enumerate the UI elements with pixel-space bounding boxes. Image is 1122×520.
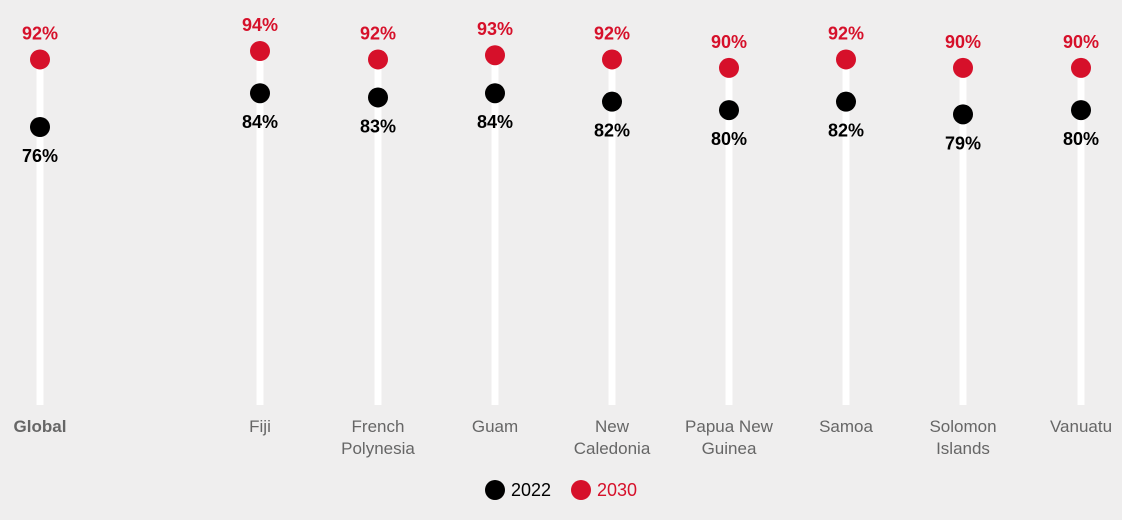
legend-label-2022: 2022 — [510, 479, 551, 500]
stem-6 — [842, 60, 850, 405]
stem-4 — [608, 60, 616, 405]
category-label-2-0: French — [352, 417, 405, 436]
dot-2030-6 — [836, 49, 856, 70]
chart-canvas: 76% 84% 83% 84% 82% 80% 82% 79% 80% 92% 94% 92% 93% 9… — [14, 15, 1112, 458]
category-label-5-1: Guinea — [702, 439, 757, 458]
dot-2030-3 — [485, 45, 505, 66]
value-label-2022-8: 80% — [1063, 129, 1099, 149]
dot-2030-1 — [250, 41, 270, 61]
stem-0 — [36, 60, 44, 405]
value-label-2022-6: 82% — [828, 121, 864, 141]
dot-2022-6 — [836, 91, 856, 112]
category-label-7-0: Solomon — [929, 417, 996, 436]
category-label-7-1: Islands — [936, 439, 990, 458]
category-label-8-0: Vanuatu — [1050, 417, 1112, 436]
category-label-2-1: Polynesia — [341, 439, 415, 458]
dot-2030-5 — [719, 57, 739, 78]
value-label-2030-7: 90% — [945, 32, 981, 52]
stem-8 — [1077, 60, 1085, 405]
category-label-3-0: Guam — [472, 417, 518, 436]
dot-2022-2 — [368, 87, 388, 108]
value-label-2030-2: 92% — [360, 23, 396, 43]
dot-2022-1 — [250, 83, 270, 104]
dot-2030-7 — [953, 57, 973, 78]
dot-2022-7 — [953, 104, 973, 125]
stem-5 — [725, 60, 733, 405]
dot-2030-8 — [1071, 57, 1091, 78]
category-label-4-0: New — [595, 417, 630, 436]
value-label-2022-5: 80% — [711, 129, 747, 149]
dot-2022-0 — [30, 117, 50, 137]
legend-swatch-2030 — [571, 480, 591, 500]
dot-2030-4 — [602, 49, 622, 70]
stem-7 — [959, 60, 967, 405]
value-label-2022-2: 83% — [360, 116, 396, 136]
value-label-2022-7: 79% — [945, 133, 981, 153]
dot-2022-8 — [1071, 100, 1091, 121]
stem-1 — [256, 60, 264, 405]
value-label-2022-4: 82% — [594, 121, 630, 141]
value-label-2030-8: 90% — [1063, 32, 1099, 52]
legend-swatch-2022 — [484, 480, 505, 500]
legend-item-2030: 2030 — [571, 480, 637, 501]
legend-label-2030: 2030 — [597, 479, 638, 500]
legend-item-2022: 2022 — [484, 479, 551, 501]
category-label-5-0: Papua New — [685, 417, 774, 436]
dot-2022-4 — [602, 91, 622, 112]
value-label-2030-5: 90% — [711, 32, 747, 52]
category-label-6-0: Samoa — [819, 417, 873, 436]
dot-2022-3 — [485, 83, 505, 104]
value-label-2022-3: 84% — [477, 112, 513, 132]
category-label-1-0: Fiji — [249, 417, 271, 436]
dot-2030-2 — [368, 49, 388, 70]
value-label-2022-0: 76% — [22, 146, 58, 166]
dot-2022-5 — [719, 100, 739, 121]
category-label-4-1: Caledonia — [574, 439, 651, 458]
value-label-2030-3: 93% — [477, 19, 513, 39]
value-label-2022-1: 84% — [242, 112, 278, 132]
value-label-2030-1: 94% — [242, 15, 278, 35]
chart-legend: 2022 2030 — [0, 475, 1122, 505]
value-label-2030-0: 92% — [22, 23, 58, 43]
stem-3 — [491, 60, 499, 405]
value-label-2030-4: 92% — [594, 23, 630, 43]
category-label-0-0: Global — [14, 417, 67, 436]
stem-2 — [374, 60, 382, 405]
dot-2030-0 — [30, 49, 50, 70]
value-label-2030-6: 92% — [828, 23, 864, 43]
